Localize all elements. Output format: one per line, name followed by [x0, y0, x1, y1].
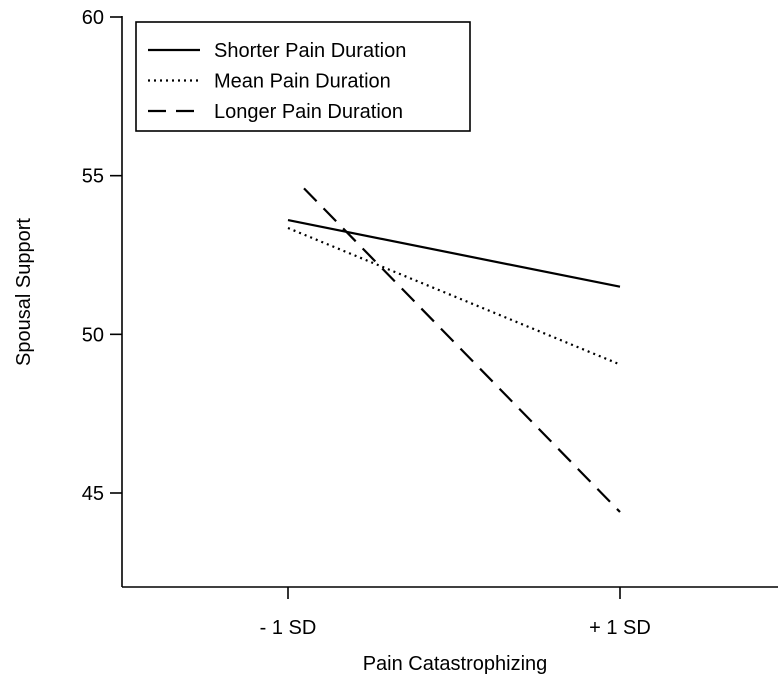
y-axis-ticks: 45 50 55 60 — [82, 7, 122, 505]
x-tick-label: + 1 SD — [589, 617, 651, 639]
y-tick-label: 50 — [82, 324, 104, 346]
y-tick-label: 60 — [82, 7, 104, 29]
series-lines — [287, 187, 621, 513]
x-axis-title: Pain Catastrophizing — [363, 653, 548, 675]
series-line-dashed — [303, 187, 621, 513]
series-line-dotted — [287, 227, 621, 366]
legend-label: Longer Pain Duration — [214, 101, 403, 123]
legend-box — [135, 21, 471, 132]
legend: Shorter Pain Duration Mean Pain Duration L… — [135, 21, 471, 132]
x-tick-label: - 1 SD — [260, 617, 317, 639]
y-axis-title: Spousal Support — [13, 218, 35, 366]
legend-label: Shorter Pain Duration — [214, 40, 406, 62]
y-tick-label: 45 — [82, 483, 104, 505]
legend-label: Mean Pain Duration — [214, 71, 391, 93]
x-axis-ticks: - 1 SD + 1 SD — [260, 587, 651, 639]
y-tick-label: 55 — [82, 166, 104, 188]
series-line-solid — [287, 219, 621, 288]
